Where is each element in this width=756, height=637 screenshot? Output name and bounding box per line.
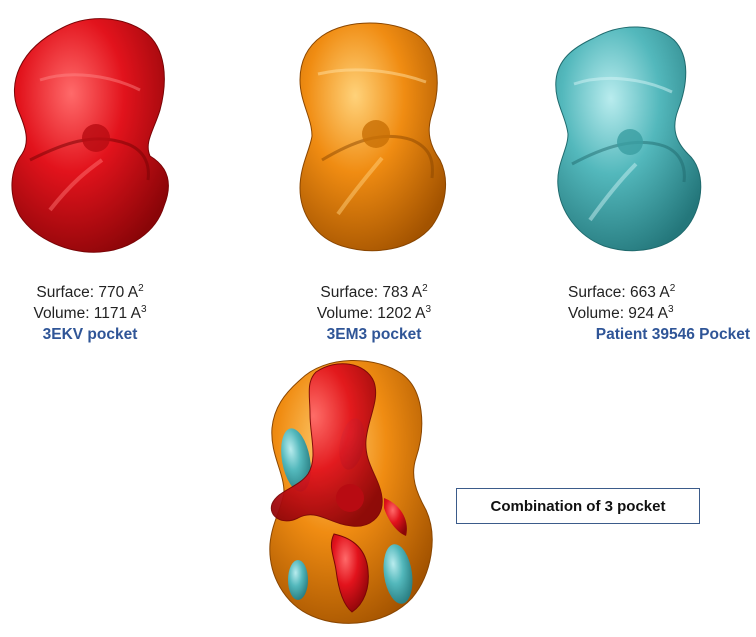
pocket-3em3-volume: Volume: 1202 A3 <box>316 303 432 322</box>
pocket-3em3-caption: Surface: 783 A2 Volume: 1202 A3 3EM3 poc… <box>294 282 454 345</box>
pocket-3em3-image <box>299 22 446 252</box>
pocket-patient-39546-volume: Volume: 924 A3 <box>568 303 674 322</box>
pocket-3ekv-name: 3EKV pocket <box>42 326 138 343</box>
pocket-3ekv-image <box>11 18 169 253</box>
pocket-patient-39546-name: Patient 39546 Pocket <box>595 326 750 343</box>
pocket-patient-39546-surface: Surface: 663 A2 <box>568 282 676 301</box>
pocket-3ekv-surface: Surface: 770 A2 <box>36 282 144 301</box>
pocket-3ekv-volume: Volume: 1171 A3 <box>33 303 147 322</box>
combination-label: Combination of 3 pocket <box>490 497 666 515</box>
combination-label-box: Combination of 3 pocket <box>456 488 700 524</box>
pocket-combination-image <box>269 359 433 624</box>
pocket-3ekv-caption: Surface: 770 A2 Volume: 1171 A3 3EKV poc… <box>10 282 170 345</box>
pocket-3em3-name: 3EM3 pocket <box>326 326 422 343</box>
pocket-patient-39546-image <box>555 26 702 252</box>
pocket-3em3-surface: Surface: 783 A2 <box>320 282 428 301</box>
pocket-patient-39546-caption: Surface: 663 A2 Volume: 924 A3 Patient 3… <box>560 282 750 345</box>
